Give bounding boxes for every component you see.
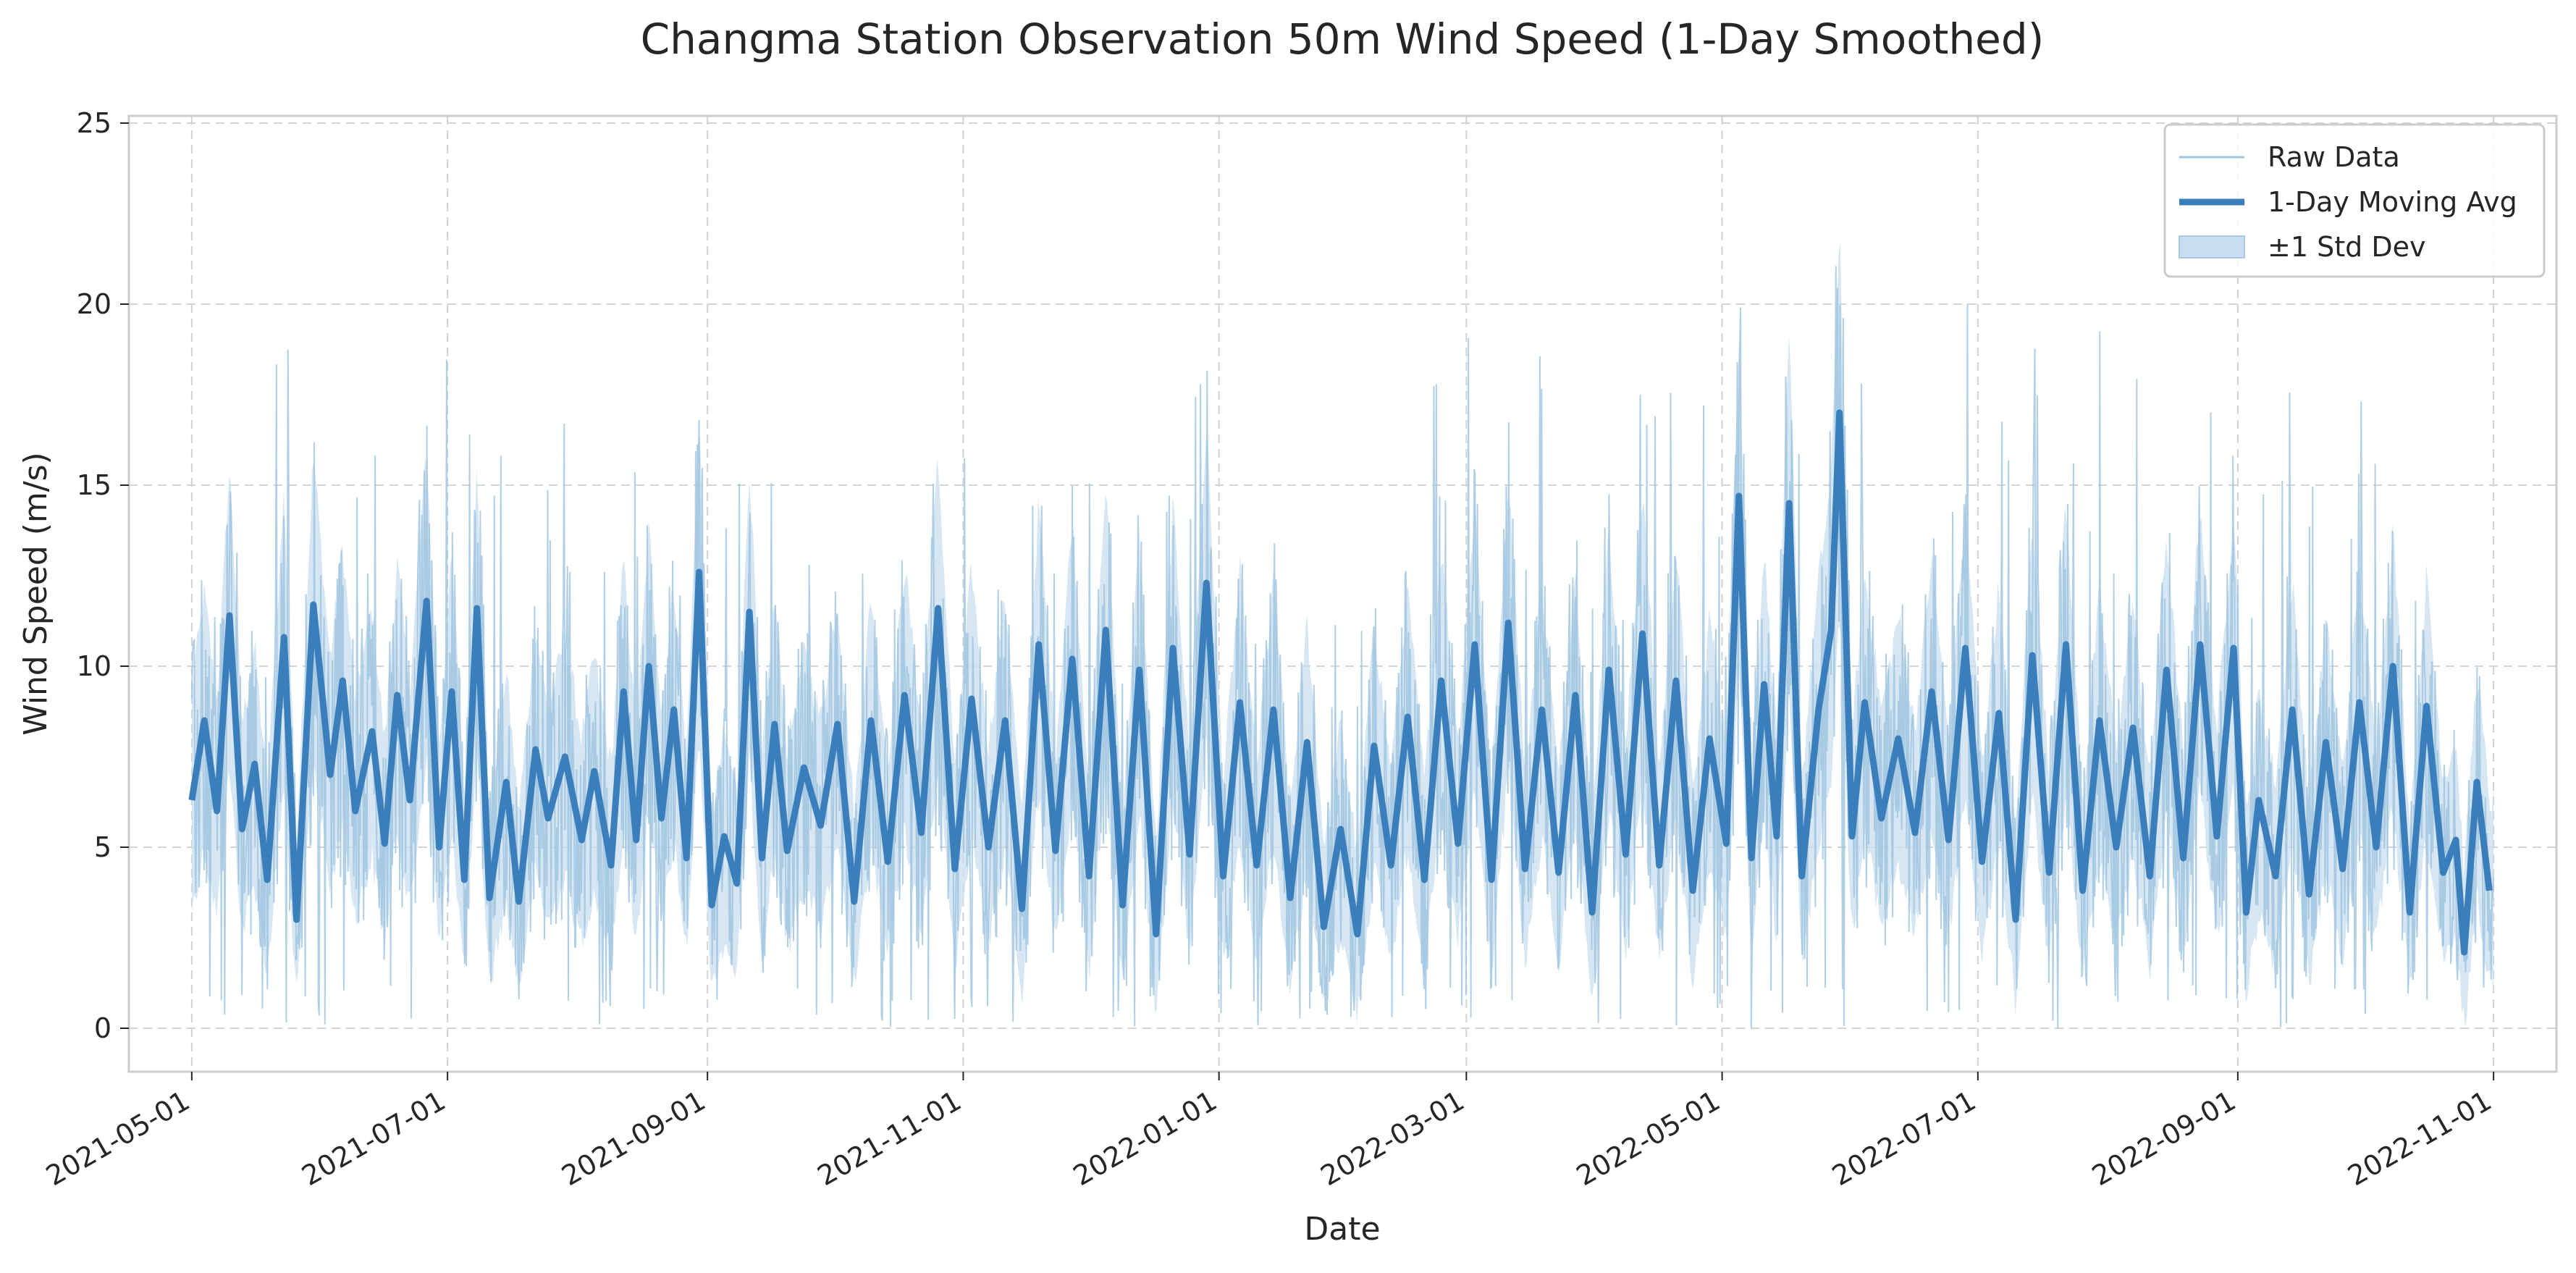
legend-label-raw: Raw Data [2268,141,2400,173]
y-tick-label: 25 [77,107,111,139]
y-tick-label: 10 [77,650,111,682]
y-tick-label: 0 [94,1012,111,1044]
y-axis-label: Wind Speed (m/s) [17,452,54,735]
y-axis-ticks: 0 5 10 15 20 25 [77,107,129,1044]
legend-box [2163,123,2546,278]
legend-label-avg: 1-Day Moving Avg [2268,186,2517,218]
chart-title: Changma Station Observation 50m Wind Spe… [641,14,2045,64]
moving-avg-line [188,409,2493,956]
legend: Raw Data 1-Day Moving Avg ±1 Std Dev [2163,123,2546,278]
y-tick-label: 5 [94,831,111,863]
x-axis-label: Date [1304,1211,1380,1248]
y-tick-label: 15 [77,469,111,501]
legend-label-band: ±1 Std Dev [2268,231,2425,263]
plot-frame [127,114,2558,1073]
moving-avg-series [188,409,2493,956]
y-tick-label: 20 [77,288,111,320]
legend-swatch-band [2179,235,2245,259]
